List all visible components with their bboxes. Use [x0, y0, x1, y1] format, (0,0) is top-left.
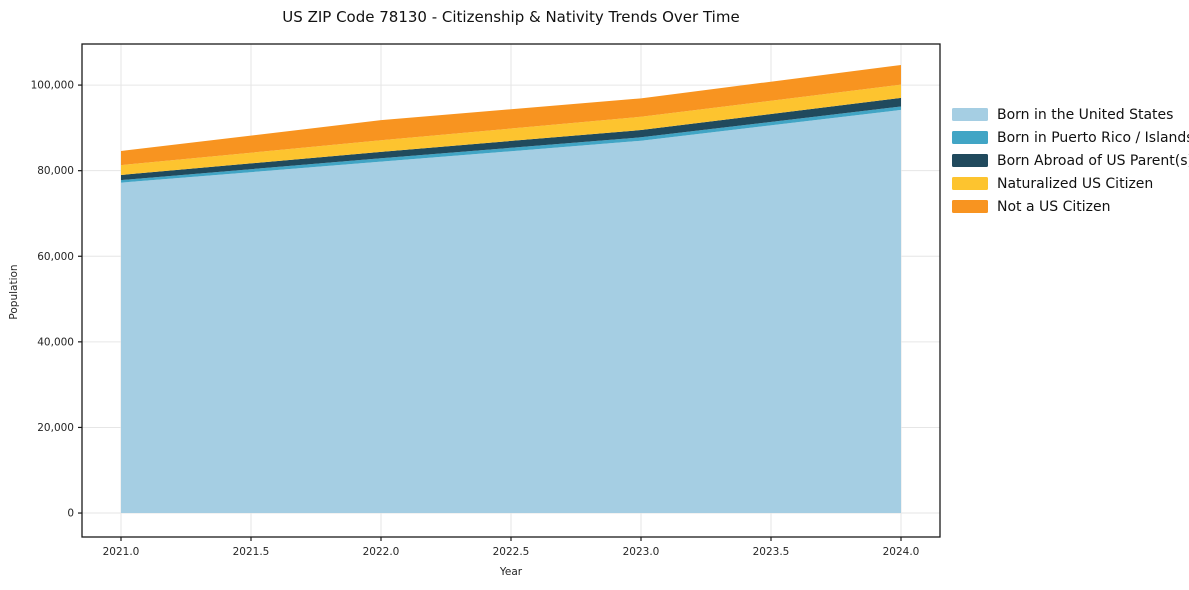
legend-label: Born in the United States	[997, 106, 1174, 123]
y-tick-label: 80,000	[37, 165, 74, 177]
y-tick-label: 20,000	[37, 422, 74, 434]
y-tick-label: 100,000	[31, 80, 74, 92]
legend-swatch-icon	[952, 154, 988, 167]
legend-item-naturalized-us-citizen: Naturalized US Citizen	[952, 172, 1189, 195]
legend-swatch-icon	[952, 108, 988, 121]
chart-title: US ZIP Code 78130 - Citizenship & Nativi…	[282, 8, 740, 26]
x-tick-label: 2022.5	[493, 546, 530, 558]
legend-label: Born Abroad of US Parent(s)	[997, 152, 1189, 169]
area-not-a-us-citizen	[121, 64, 901, 166]
legend-swatch-icon	[952, 200, 988, 213]
x-tick-label: 2021.5	[233, 546, 270, 558]
y-axis-label: Population	[8, 264, 20, 320]
legend-item-born-in-puerto-rico-islands: Born in Puerto Rico / Islands	[952, 126, 1189, 149]
legend-swatch-icon	[952, 131, 988, 144]
legend-item-born-abroad-of-us-parent-s: Born Abroad of US Parent(s)	[952, 149, 1189, 172]
y-tick-label: 40,000	[37, 336, 74, 348]
area-born-abroad-of-us-parent-s	[121, 97, 901, 181]
legend: Born in the United States Born in Puerto …	[952, 103, 1189, 218]
legend-label: Not a US Citizen	[997, 198, 1111, 215]
x-tick-label: 2024.0	[883, 546, 920, 558]
area-naturalized-us-citizen	[121, 84, 901, 175]
y-tick-label: 0	[67, 508, 74, 520]
x-axis-label: Year	[499, 566, 523, 578]
area-born-in-puerto-rico-islands	[121, 106, 901, 183]
legend-item-not-a-us-citizen: Not a US Citizen	[952, 195, 1189, 218]
legend-label: Naturalized US Citizen	[997, 175, 1154, 192]
x-tick-label: 2023.0	[623, 546, 660, 558]
x-tick-label: 2022.0	[363, 546, 400, 558]
area-born-in-the-united-states	[121, 109, 901, 514]
x-tick-label: 2021.0	[103, 546, 140, 558]
x-tick-label: 2023.5	[753, 546, 790, 558]
legend-item-born-in-the-united-states: Born in the United States	[952, 103, 1189, 126]
legend-label: Born in Puerto Rico / Islands	[997, 129, 1189, 146]
y-tick-label: 60,000	[37, 251, 74, 263]
legend-swatch-icon	[952, 177, 988, 190]
